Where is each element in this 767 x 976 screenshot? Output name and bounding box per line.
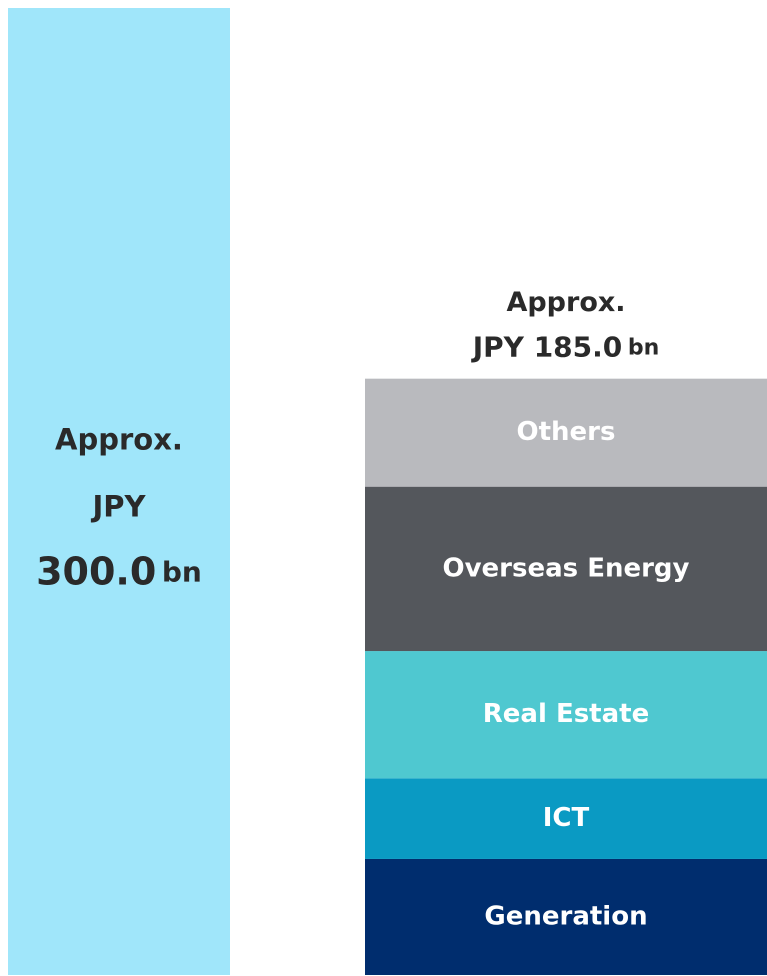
- total-number: JPY 185.0: [471, 331, 623, 364]
- bar-segment: [365, 858, 767, 975]
- total-label: Approx.: [506, 287, 625, 318]
- bar-segment: [8, 8, 230, 975]
- segment-label: ICT: [543, 803, 590, 833]
- segment-label: Generation: [484, 901, 647, 931]
- total-number: 300.0: [36, 549, 156, 593]
- total-unit: bn: [162, 556, 202, 589]
- segment-label: Real Estate: [483, 699, 649, 729]
- total-value-label: 300.0 bn: [36, 549, 202, 593]
- total-value-label: JPY 185.0 bn: [471, 331, 660, 364]
- bar-segment: [365, 778, 767, 859]
- bar-segment: [365, 486, 767, 652]
- total-label: Approx.: [55, 423, 183, 457]
- bar-segment: [365, 378, 767, 487]
- total-unit: bn: [628, 336, 659, 361]
- bar-segment: [365, 651, 767, 779]
- total-label: JPY: [90, 490, 146, 524]
- segment-label: Others: [517, 417, 616, 447]
- segment-label: Overseas Energy: [443, 553, 690, 583]
